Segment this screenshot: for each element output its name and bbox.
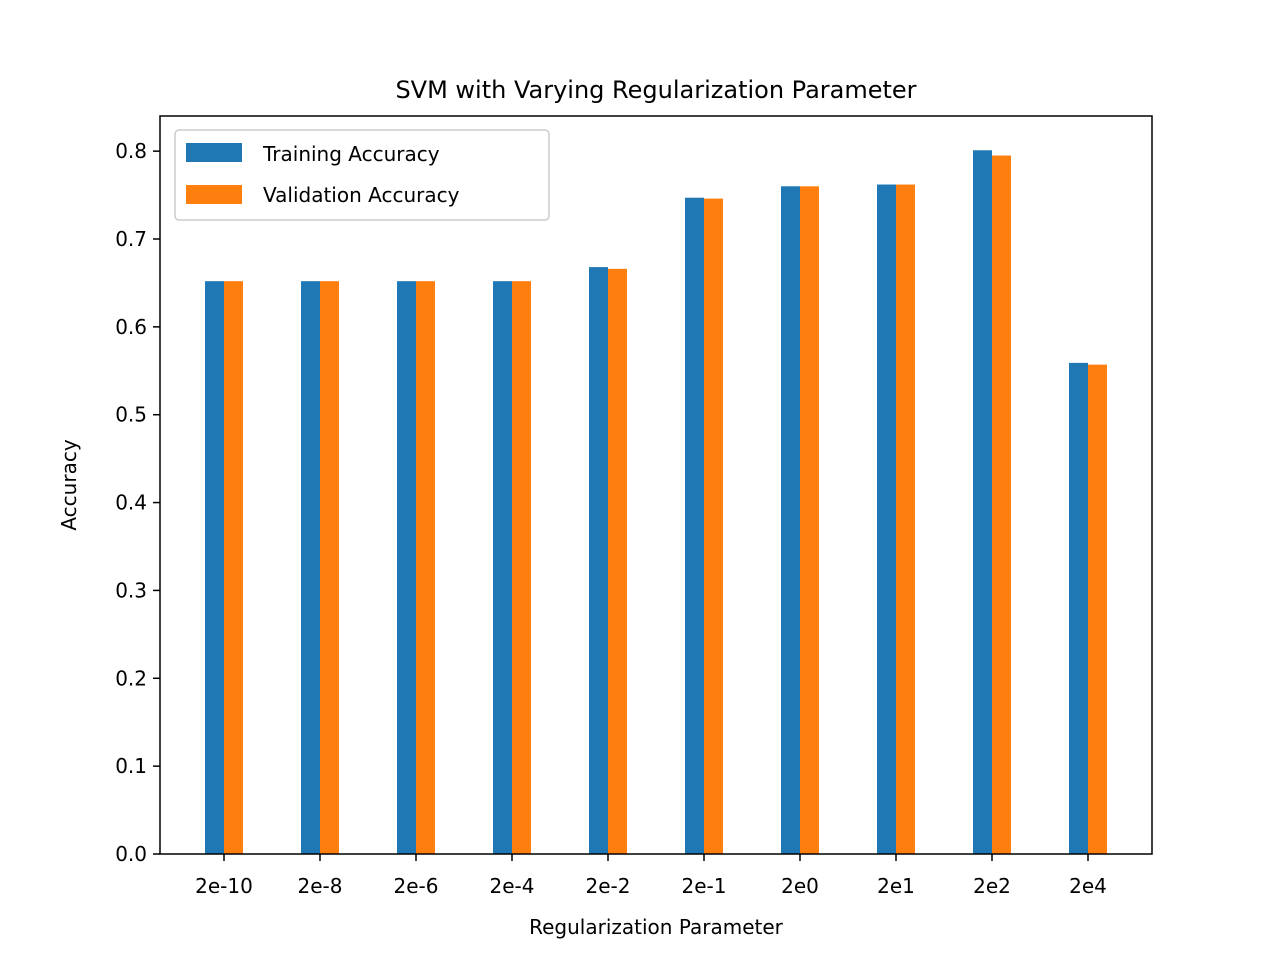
- bar-validation-2e-1: [704, 198, 723, 855]
- x-tick-label: 2e-10: [195, 874, 253, 898]
- x-axis: 2e-10 2e-8 2e-6 2e-4 2e-2 2e-1 2e0 2e1 2e2 2e4: [195, 854, 1107, 898]
- y-tick-label: 0.7: [115, 227, 147, 251]
- bar-validation-2e-10: [224, 281, 243, 855]
- bar-validation-2e-4: [512, 281, 531, 855]
- x-tick-label: 2e-4: [490, 874, 535, 898]
- bar-training-2e-2: [589, 267, 608, 855]
- legend-swatch-training: [186, 143, 242, 162]
- y-tick-label: 0.0: [115, 842, 147, 866]
- bar-validation-2e4: [1088, 364, 1107, 854]
- x-tick-label: 2e4: [1069, 874, 1107, 898]
- plot-frame: [159, 115, 1153, 855]
- x-axis-label: Regularization Parameter: [529, 915, 784, 939]
- x-tick-label: 2e1: [877, 874, 915, 898]
- bar-validation-2e2: [992, 155, 1011, 855]
- y-tick-label: 0.4: [115, 491, 147, 515]
- y-tick-label: 0.6: [115, 315, 147, 339]
- chart-title: SVM with Varying Regularization Paramete…: [395, 76, 916, 104]
- x-tick-label: 2e0: [781, 874, 819, 898]
- bar-validation-2e-8: [320, 281, 339, 855]
- bar-training-2e-10: [205, 281, 224, 855]
- x-tick-label: 2e-6: [394, 874, 439, 898]
- legend-swatch-validation: [186, 185, 242, 204]
- bar-training-2e2: [973, 150, 992, 854]
- y-tick-label: 0.3: [115, 578, 147, 602]
- y-tick-label: 0.8: [115, 139, 147, 163]
- y-tick-label: 0.5: [115, 403, 147, 427]
- legend-label-validation: Validation Accuracy: [263, 183, 460, 207]
- bar-training-2e1: [877, 184, 896, 854]
- bars-layer: [205, 150, 1107, 855]
- bar-training-2e4: [1069, 362, 1088, 854]
- y-tick-label: 0.2: [115, 666, 147, 690]
- legend-label-training: Training Accuracy: [262, 142, 440, 166]
- bar-validation-2e-6: [416, 281, 435, 855]
- bar-training-2e-8: [301, 281, 320, 855]
- bar-training-2e-1: [685, 197, 704, 854]
- bar-validation-2e-2: [608, 268, 627, 854]
- x-tick-label: 2e2: [973, 874, 1011, 898]
- y-tick-label: 0.1: [115, 754, 147, 778]
- x-tick-label: 2e-1: [682, 874, 727, 898]
- legend-frame: [174, 129, 550, 221]
- bar-training-2e-6: [397, 281, 416, 855]
- bar-validation-2e0: [800, 186, 819, 855]
- bar-training-2e0: [781, 186, 800, 855]
- y-axis-label: Accuracy: [57, 439, 81, 530]
- bar-validation-2e1: [896, 184, 915, 854]
- legend: Training Accuracy Validation Accuracy: [174, 129, 550, 221]
- bar-training-2e-4: [493, 281, 512, 855]
- x-tick-label: 2e-8: [298, 874, 343, 898]
- x-tick-label: 2e-2: [586, 874, 631, 898]
- y-axis: 0.0 0.1 0.2 0.3 0.4 0.5 0.6 0.7 0.8: [115, 139, 160, 866]
